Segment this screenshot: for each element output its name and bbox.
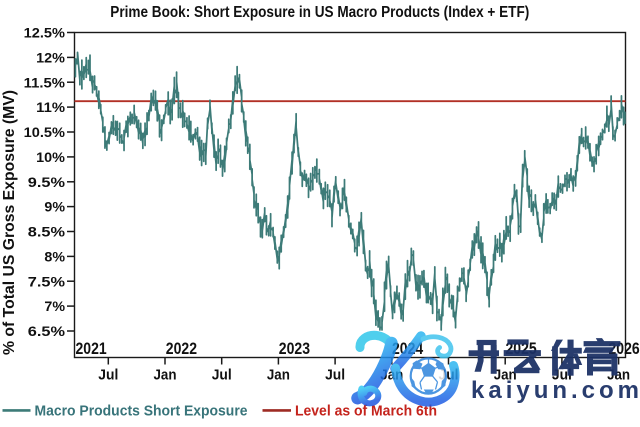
svg-text:Jan: Jan bbox=[267, 366, 290, 383]
svg-text:9%: 9% bbox=[44, 199, 65, 215]
svg-text:7%: 7% bbox=[44, 298, 65, 314]
svg-text:10%: 10% bbox=[36, 149, 65, 165]
svg-text:8%: 8% bbox=[44, 249, 65, 265]
svg-text:2023: 2023 bbox=[279, 340, 310, 358]
svg-text:Jul: Jul bbox=[98, 366, 118, 383]
svg-text:kaiyun.com: kaiyun.com bbox=[471, 377, 639, 404]
svg-text:11.5%: 11.5% bbox=[24, 74, 66, 90]
svg-text:% of Total US Gross Exposure (: % of Total US Gross Exposure (MV) bbox=[1, 90, 18, 355]
svg-text:6.5%: 6.5% bbox=[28, 323, 66, 339]
svg-text:2021: 2021 bbox=[76, 340, 107, 358]
svg-text:8.5%: 8.5% bbox=[28, 224, 66, 240]
svg-text:12.5%: 12.5% bbox=[24, 25, 66, 41]
svg-text:7.5%: 7.5% bbox=[28, 273, 66, 289]
svg-text:11%: 11% bbox=[36, 99, 65, 115]
svg-text:2022: 2022 bbox=[166, 340, 197, 358]
svg-text:Jul: Jul bbox=[212, 366, 232, 383]
svg-text:9.5%: 9.5% bbox=[28, 174, 66, 190]
svg-text:Jan: Jan bbox=[154, 366, 177, 383]
svg-text:10.5%: 10.5% bbox=[24, 124, 66, 140]
svg-text:Jan: Jan bbox=[494, 366, 517, 383]
svg-text:Prime Book: Short Exposure in: Prime Book: Short Exposure in US Macro P… bbox=[110, 4, 529, 21]
svg-text:Macro Products Short Exposure: Macro Products Short Exposure bbox=[35, 403, 248, 420]
svg-text:12%: 12% bbox=[36, 50, 65, 66]
svg-text:Jul: Jul bbox=[325, 366, 345, 383]
svg-text:Level as of March 6th: Level as of March 6th bbox=[295, 403, 437, 420]
